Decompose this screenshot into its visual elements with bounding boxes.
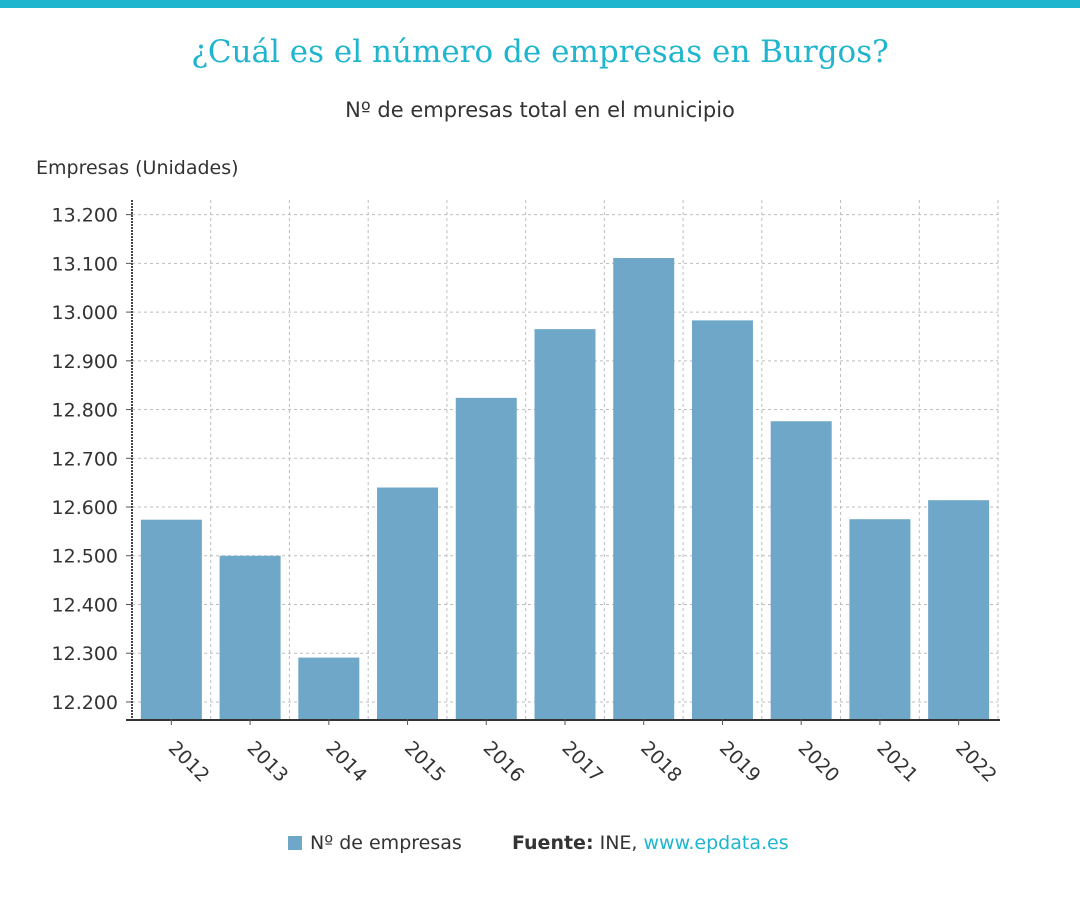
y-tick-label: 12.900 (52, 351, 118, 373)
x-tick-label: 2020 (794, 737, 844, 787)
bar (613, 257, 675, 719)
y-axis-label: Empresas (Unidades) (36, 157, 239, 179)
y-tick-label: 12.500 (52, 546, 118, 568)
bar (219, 555, 281, 719)
source-link[interactable]: www.epdata.es (643, 832, 789, 854)
y-tick-label: 12.700 (52, 448, 118, 470)
y-tick-label: 13.100 (52, 253, 118, 275)
y-tick-label: 13.200 (52, 205, 118, 227)
x-tick-label: 2013 (243, 737, 293, 787)
source-note: Fuente: INE, www.epdata.es (512, 832, 789, 854)
y-tick-label: 13.000 (52, 302, 118, 324)
y-tick-label: 12.400 (52, 594, 118, 616)
source-text: INE, (593, 832, 644, 854)
x-tick-label: 2014 (321, 737, 371, 787)
bar (455, 397, 517, 719)
x-tick-label: 2016 (479, 737, 529, 787)
x-tick-label: 2017 (557, 737, 607, 787)
bar (377, 487, 439, 719)
chart-subtitle: Nº de empresas total en el municipio (345, 98, 735, 122)
y-tick-label: 12.300 (52, 643, 118, 665)
x-tick-label: 2012 (164, 737, 214, 787)
x-tick-label: 2019 (715, 737, 765, 787)
bar (298, 657, 360, 719)
bar (849, 519, 911, 719)
y-tick-label: 12.600 (52, 497, 118, 519)
bar (140, 519, 202, 719)
x-tick-label: 2018 (636, 737, 686, 787)
x-tick-label: 2021 (872, 737, 922, 787)
bar (691, 320, 753, 719)
y-tick-label: 12.800 (52, 400, 118, 422)
x-tick-label: 2022 (951, 737, 1001, 787)
top-accent-bar (0, 0, 1080, 8)
chart-title: ¿Cuál es el número de empresas en Burgos… (191, 34, 889, 70)
legend-swatch (288, 836, 302, 850)
legend-label: Nº de empresas (310, 832, 462, 854)
y-tick-label: 12.200 (52, 692, 118, 714)
legend[interactable]: Nº de empresas (288, 832, 462, 854)
bar (534, 329, 596, 719)
x-tick-label: 2015 (400, 737, 450, 787)
bar (928, 500, 990, 719)
source-label: Fuente: (512, 832, 594, 854)
bar (770, 421, 832, 719)
